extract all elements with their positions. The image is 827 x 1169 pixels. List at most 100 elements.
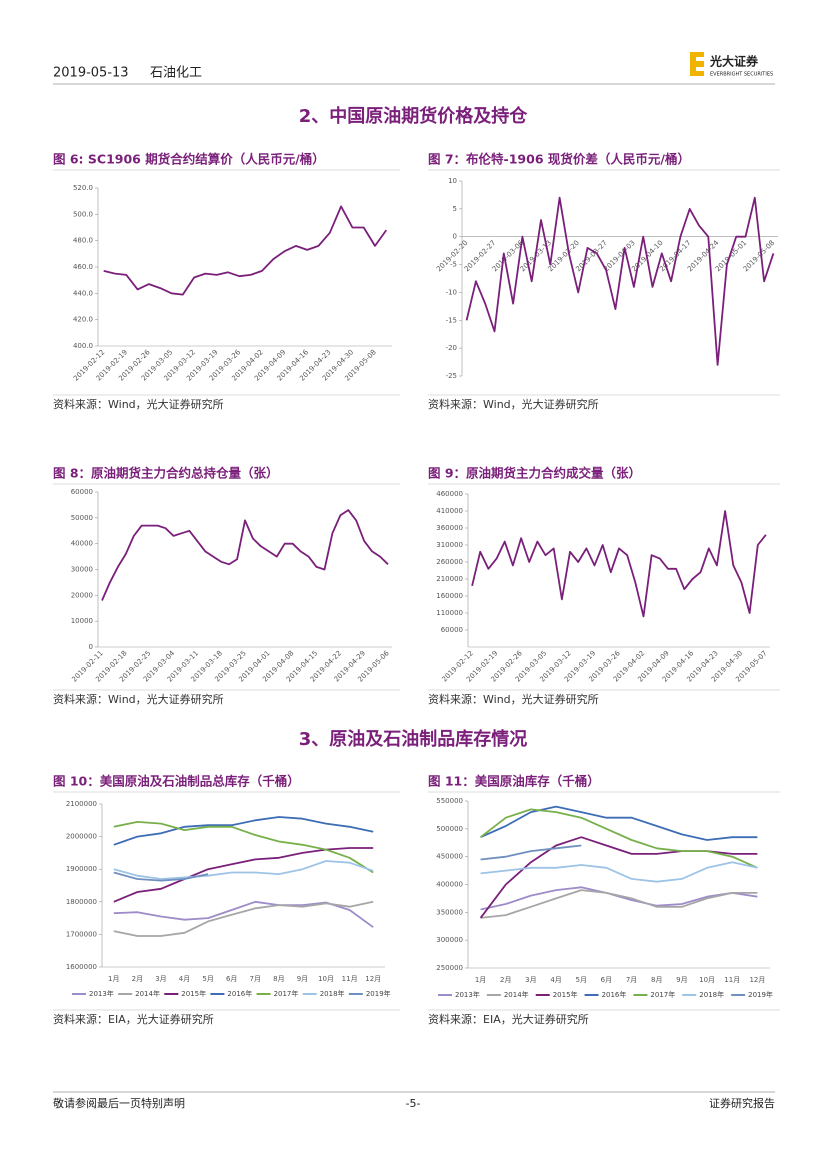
legend-label: 2016年 <box>602 990 627 999</box>
x-tick-label: 5月 <box>576 976 587 984</box>
data-line <box>101 509 389 601</box>
x-tick-label: 4月 <box>179 975 190 983</box>
figure-source: 资料来源：Wind，光大证券研究所 <box>428 692 599 706</box>
y-tick-label: 1700000 <box>66 930 97 938</box>
data-line <box>103 205 388 296</box>
figure-source: 资料来源：EIA，光大证券研究所 <box>428 1012 589 1026</box>
series-line <box>113 816 374 846</box>
y-tick-label: 460.0 <box>73 263 93 271</box>
y-tick-label: 440.0 <box>73 289 93 297</box>
legend-label: 2015年 <box>181 989 206 998</box>
y-tick-label: 0 <box>89 643 93 651</box>
y-tick-label: -25 <box>446 372 457 380</box>
y-tick-label: 110000 <box>436 609 463 617</box>
x-tick-label: 11月 <box>724 976 740 984</box>
footer-left: 敬请参阅最后一页特别声明 <box>53 1096 185 1110</box>
y-tick-label: 0 <box>453 233 457 241</box>
y-tick-label: 350000 <box>436 908 463 916</box>
x-tick-label: 9月 <box>297 975 308 983</box>
y-tick-label: 450000 <box>436 853 463 861</box>
y-tick-label: 550000 <box>436 797 463 805</box>
x-tick-label: 12月 <box>749 976 765 984</box>
x-tick-label: 8月 <box>651 976 662 984</box>
figure-title: 图 8：原油期货主力合约总持仓量（张） <box>53 466 279 481</box>
x-tick-label: 8月 <box>273 975 284 983</box>
series-line <box>480 886 758 911</box>
figure-source: 资料来源：Wind，光大证券研究所 <box>428 397 599 411</box>
y-tick-label: 10 <box>448 177 457 185</box>
x-tick-label: 5月 <box>202 975 213 983</box>
y-tick-label: 360000 <box>436 524 463 532</box>
x-tick-label: 10月 <box>318 975 334 983</box>
y-tick-label: 500000 <box>436 825 463 833</box>
x-tick-label: 12月 <box>365 975 381 983</box>
y-tick-label: 480.0 <box>73 237 93 245</box>
x-tick-label: 10月 <box>699 976 715 984</box>
series-line <box>480 805 758 841</box>
series-line <box>113 847 374 903</box>
x-tick-label: 1月 <box>475 976 486 984</box>
legend-label: 2013年 <box>455 990 480 999</box>
section-heading: 2、中国原油期货价格及持仓 <box>299 105 529 127</box>
legend-label: 2017年 <box>274 989 299 998</box>
series-line <box>480 889 758 919</box>
figure-source: 资料来源：Wind，光大证券研究所 <box>53 397 224 411</box>
data-line <box>465 196 775 366</box>
figure-title: 图 9：原油期货主力合约成交量（张） <box>428 466 641 481</box>
y-tick-label: -15 <box>446 316 457 324</box>
y-tick-label: 5 <box>453 205 457 213</box>
y-tick-label: 2000000 <box>66 833 97 841</box>
report-sector: 石油化工 <box>150 66 202 81</box>
y-tick-label: 210000 <box>436 575 463 583</box>
x-tick-label: 4月 <box>550 976 561 984</box>
x-tick-label: 3月 <box>155 975 166 983</box>
x-tick-label: 1月 <box>108 975 119 983</box>
data-line <box>471 510 767 618</box>
figure-title: 图 6: SC1906 期货合约结算价（人民币元/桶） <box>53 152 325 167</box>
x-tick-label: 2月 <box>132 975 143 983</box>
logo-icon <box>690 52 704 76</box>
legend-label: 2019年 <box>748 990 773 999</box>
series-line <box>480 861 758 883</box>
y-tick-label: 400000 <box>436 881 463 889</box>
legend-label: 2015年 <box>553 990 578 999</box>
y-tick-label: 160000 <box>436 592 463 600</box>
figure-source: 资料来源：EIA，光大证券研究所 <box>53 1012 214 1026</box>
x-tick-label: 7月 <box>626 976 637 984</box>
x-tick-label: 2月 <box>500 976 511 984</box>
y-tick-label: 1600000 <box>66 963 97 971</box>
y-tick-label: 40000 <box>71 540 93 548</box>
logo-name: 光大证券 <box>709 54 759 69</box>
y-tick-label: 50000 <box>71 514 93 522</box>
section-heading: 3、原油及石油制品库存情况 <box>299 728 528 750</box>
figure-source: 资料来源：Wind，光大证券研究所 <box>53 692 224 706</box>
series-line <box>113 860 374 880</box>
series-line <box>480 844 582 861</box>
series-line <box>113 900 374 937</box>
legend-label: 2017年 <box>650 990 675 999</box>
y-tick-label: 520.0 <box>73 184 93 192</box>
y-tick-label: 310000 <box>436 541 463 549</box>
y-tick-label: 460000 <box>436 490 463 498</box>
legend-label: 2016年 <box>227 989 252 998</box>
y-tick-label: 30000 <box>71 566 93 574</box>
y-tick-label: 60000 <box>71 488 93 496</box>
legend-label: 2018年 <box>320 989 345 998</box>
y-tick-label: -10 <box>446 288 457 296</box>
y-tick-label: 1900000 <box>66 865 97 873</box>
y-tick-label: -5 <box>450 261 457 269</box>
series-line <box>113 871 209 882</box>
footer-right: 证券研究报告 <box>709 1096 775 1110</box>
y-tick-label: 250000 <box>436 964 463 972</box>
series-line <box>480 808 758 869</box>
series-line <box>479 836 758 919</box>
legend-label: 2018年 <box>699 990 724 999</box>
x-tick-label: 7月 <box>250 975 261 983</box>
y-tick-label: 2100000 <box>66 800 97 808</box>
figure-title: 图 11：美国原油库存（千桶） <box>428 774 600 789</box>
y-tick-label: 420.0 <box>73 316 93 324</box>
legend-label: 2014年 <box>504 990 529 999</box>
x-tick-label: 3月 <box>525 976 536 984</box>
series-line <box>113 821 374 874</box>
